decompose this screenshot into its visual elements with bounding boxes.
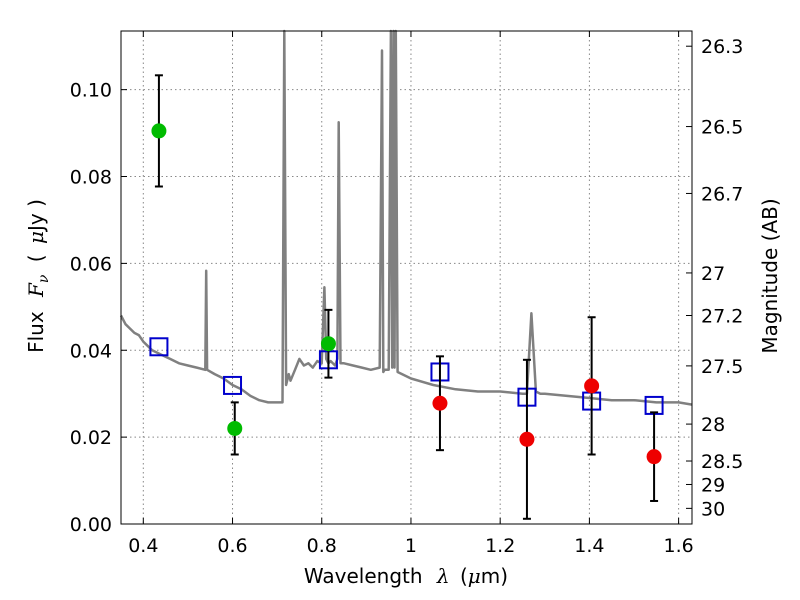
- x-tick-label: 1.4: [574, 535, 604, 557]
- x-tick-label: 1: [405, 535, 417, 557]
- observed-photometry-series: [151, 74, 662, 520]
- y-tick-label: 0.04: [70, 340, 112, 362]
- y2-tick-label: 27.5: [701, 356, 743, 378]
- y2-tick-label: 27.2: [701, 306, 743, 328]
- y-axis-label: Flux Fν ( μJy ): [24, 199, 53, 353]
- plot-area: [121, 31, 692, 524]
- observed-point: [519, 431, 535, 447]
- y-label-subscript: ν: [36, 274, 52, 283]
- x-label-prefix: Wavelength: [304, 564, 423, 588]
- plot-frame: [120, 30, 693, 525]
- observed-point: [584, 378, 600, 394]
- y-label-symbol: F: [24, 282, 48, 298]
- x-label-unit-rest: m): [481, 564, 508, 588]
- model-spectrum: [119, 29, 693, 406]
- model-spectrum-line: [119, 29, 693, 406]
- y-tick-label: 0.08: [70, 167, 112, 189]
- y2-tick-label: 28: [701, 414, 725, 436]
- y2-tick-label: 29: [701, 474, 725, 496]
- x-tick-label: 0.6: [217, 535, 247, 557]
- y-tick-label: 0.02: [70, 427, 112, 449]
- observed-point: [227, 420, 243, 436]
- y2-tick-label: 30: [701, 498, 725, 520]
- x-tick-label: 1.2: [485, 535, 515, 557]
- x-tick-label: 1.6: [664, 535, 694, 557]
- x-label-symbol: λ: [436, 564, 450, 588]
- y2-tick-label: 27: [701, 263, 725, 285]
- x-label-unit-open: (: [460, 564, 468, 588]
- x-label-unit-mu: μ: [468, 564, 481, 588]
- observed-point: [151, 123, 167, 139]
- y-tick-label: 0.00: [70, 514, 112, 536]
- x-axis-label: Wavelength λ (μm): [304, 564, 508, 588]
- observed-point: [646, 449, 662, 465]
- observed-point: [320, 336, 336, 352]
- y-tick-label: 0.10: [70, 80, 112, 102]
- model-photometry-square: [223, 375, 243, 395]
- y-label-prefix: Flux: [24, 311, 48, 353]
- x-tick-label: 0.4: [128, 535, 158, 557]
- y-tick-label: 0.06: [70, 253, 112, 275]
- y2-tick-label: 26.5: [701, 117, 743, 139]
- y-axis-ticks: 0.00 0.02 0.04 0.06 0.08 0.10: [70, 80, 127, 536]
- y2-axis-label: Magnitude (AB): [758, 198, 782, 353]
- y2-tick-label: 26.7: [701, 183, 743, 205]
- model-photometry-square: [149, 337, 169, 357]
- y2-tick-label: 26.3: [701, 36, 743, 58]
- x-tick-label: 0.8: [307, 535, 337, 557]
- y-label-unit-mu: μ: [24, 231, 48, 244]
- observed-point: [432, 395, 448, 411]
- y-label-unit-open: (: [24, 254, 48, 262]
- y2-tick-label: 28.5: [701, 451, 743, 473]
- y-label-unit-rest: Jy ): [24, 199, 48, 233]
- x-axis-ticks: 0.4 0.6 0.8 1 1.2 1.4 1.6: [128, 31, 694, 557]
